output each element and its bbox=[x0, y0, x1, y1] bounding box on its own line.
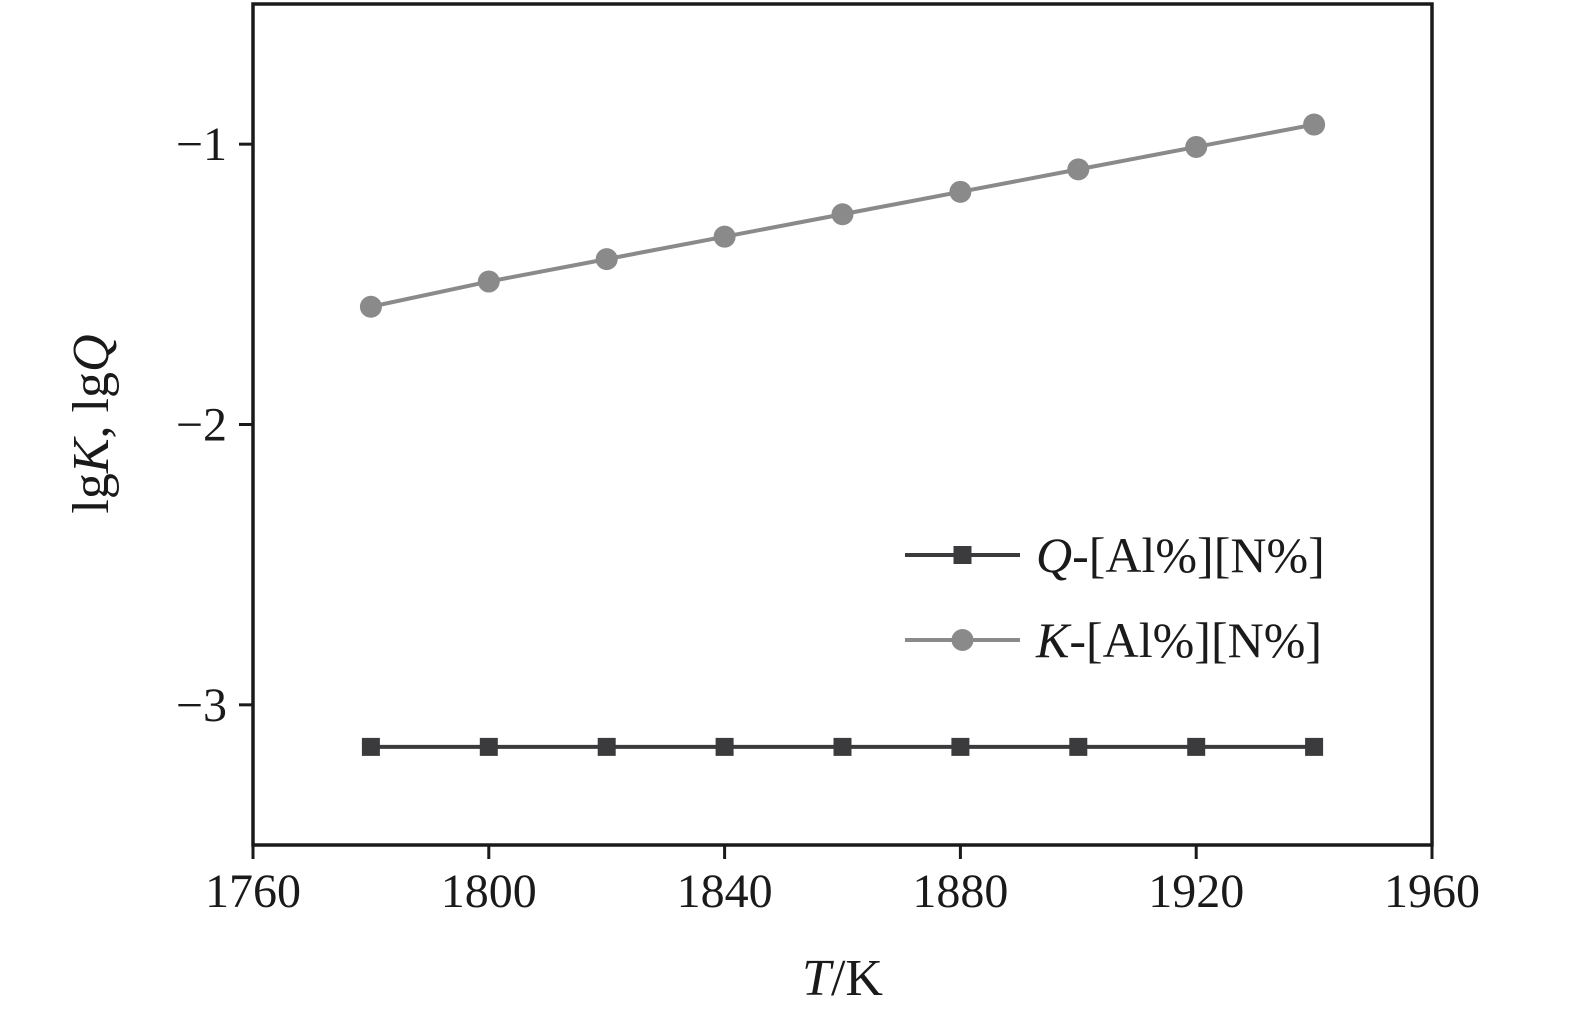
data-point-square bbox=[361, 737, 380, 756]
legend-sample-marker bbox=[953, 546, 972, 564]
legend-sample-marker bbox=[951, 629, 974, 651]
data-point-square bbox=[1305, 737, 1324, 756]
x-tick-label: 1760 bbox=[205, 865, 301, 918]
data-point-circle bbox=[595, 248, 618, 271]
y-tick-label: −1 bbox=[176, 118, 227, 171]
y-tick-label: −3 bbox=[176, 679, 227, 732]
legend-label: Q-[Al%][N%] bbox=[1036, 527, 1325, 583]
plot-frame bbox=[251, 2, 1434, 847]
x-tick-label: 1960 bbox=[1384, 865, 1480, 918]
x-tick-label: 1920 bbox=[1148, 865, 1244, 918]
legend-label: K-[Al%][N%] bbox=[1035, 612, 1322, 668]
y-tick-label: −2 bbox=[176, 399, 227, 452]
y-axis-title: lgK, lgQ bbox=[63, 334, 120, 513]
data-point-square bbox=[597, 737, 616, 756]
x-axis-title: T/K bbox=[802, 950, 883, 1007]
data-point-circle bbox=[477, 270, 500, 293]
data-point-square bbox=[1069, 737, 1088, 756]
data-point-square bbox=[479, 737, 498, 756]
data-point-circle bbox=[831, 203, 854, 226]
data-point-circle bbox=[713, 225, 736, 248]
data-point-square bbox=[715, 737, 734, 756]
data-point-circle bbox=[359, 295, 382, 318]
x-tick-label: 1800 bbox=[441, 865, 537, 918]
data-point-circle bbox=[1185, 135, 1208, 158]
data-point-square bbox=[833, 737, 852, 756]
data-point-square bbox=[1187, 737, 1206, 756]
data-point-circle bbox=[949, 180, 972, 203]
data-point-square bbox=[951, 737, 970, 756]
data-point-circle bbox=[1067, 158, 1090, 181]
data-point-circle bbox=[1303, 113, 1326, 136]
x-tick-label: 1880 bbox=[912, 865, 1008, 918]
x-tick-label: 1840 bbox=[677, 865, 773, 918]
